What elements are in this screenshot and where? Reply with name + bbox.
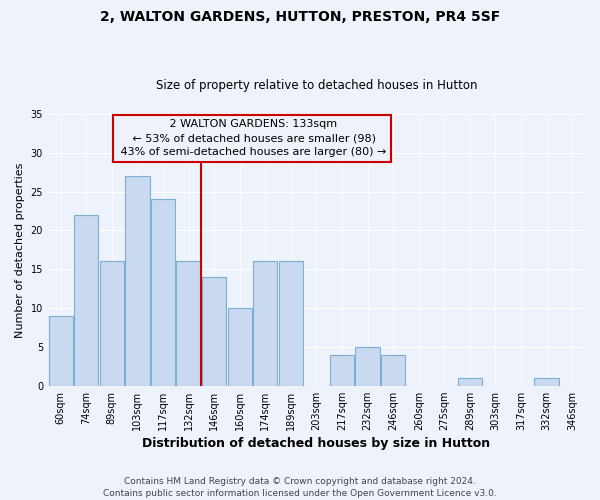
Bar xyxy=(202,277,226,386)
Bar xyxy=(125,176,149,386)
Bar xyxy=(151,200,175,386)
Bar xyxy=(227,308,252,386)
Text: 2 WALTON GARDENS: 133sqm
 ← 53% of detached houses are smaller (98)
 43% of semi: 2 WALTON GARDENS: 133sqm ← 53% of detach… xyxy=(118,120,386,158)
Bar xyxy=(100,262,124,386)
Bar xyxy=(253,262,277,386)
Bar xyxy=(535,378,559,386)
Bar xyxy=(176,262,201,386)
Bar xyxy=(458,378,482,386)
Bar xyxy=(279,262,303,386)
Text: Contains HM Land Registry data © Crown copyright and database right 2024.
Contai: Contains HM Land Registry data © Crown c… xyxy=(103,476,497,498)
Bar xyxy=(381,354,406,386)
Bar xyxy=(330,354,354,386)
Bar xyxy=(74,215,98,386)
Bar xyxy=(49,316,73,386)
Text: 2, WALTON GARDENS, HUTTON, PRESTON, PR4 5SF: 2, WALTON GARDENS, HUTTON, PRESTON, PR4 … xyxy=(100,10,500,24)
Bar xyxy=(355,347,380,386)
Title: Size of property relative to detached houses in Hutton: Size of property relative to detached ho… xyxy=(156,79,477,92)
Y-axis label: Number of detached properties: Number of detached properties xyxy=(15,162,25,338)
X-axis label: Distribution of detached houses by size in Hutton: Distribution of detached houses by size … xyxy=(142,437,491,450)
